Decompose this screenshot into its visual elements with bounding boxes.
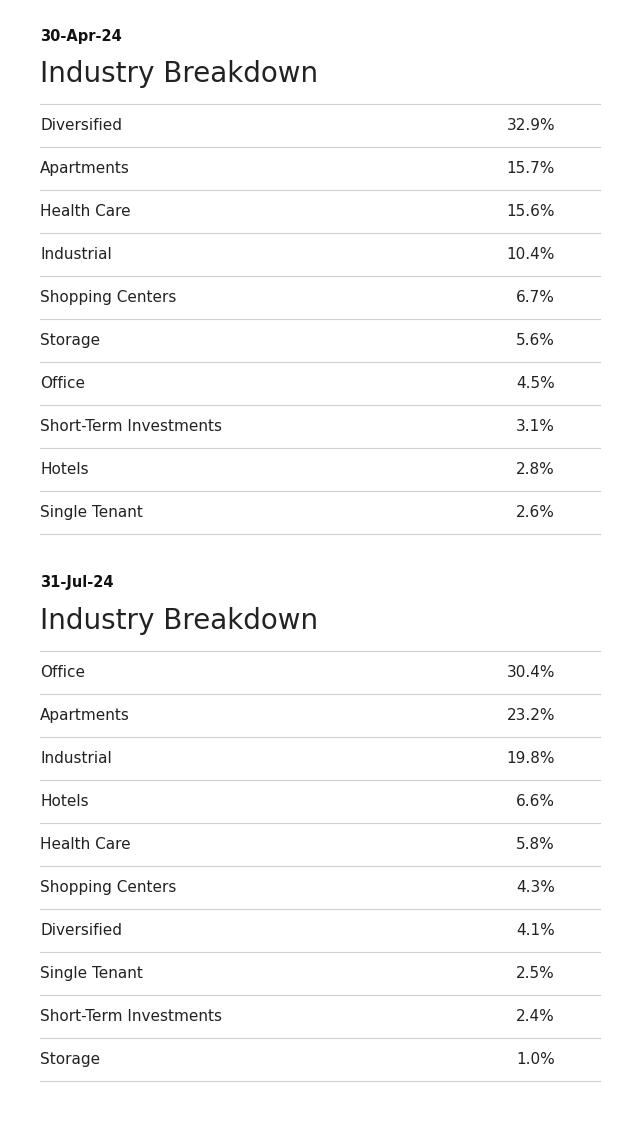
Text: Office: Office <box>40 376 85 391</box>
Text: 4.1%: 4.1% <box>516 923 555 938</box>
Text: Storage: Storage <box>40 333 100 348</box>
Text: Office: Office <box>40 665 85 680</box>
Text: 3.1%: 3.1% <box>516 419 555 434</box>
Text: 2.6%: 2.6% <box>516 504 555 520</box>
Text: 2.8%: 2.8% <box>516 462 555 477</box>
Text: 32.9%: 32.9% <box>506 118 555 133</box>
Text: Short-Term Investments: Short-Term Investments <box>40 419 222 434</box>
Text: Single Tenant: Single Tenant <box>40 966 143 981</box>
Text: Health Care: Health Care <box>40 204 131 218</box>
Text: Hotels: Hotels <box>40 462 88 477</box>
Text: 2.5%: 2.5% <box>516 966 555 981</box>
Text: 4.3%: 4.3% <box>516 881 555 895</box>
Text: Health Care: Health Care <box>40 837 131 852</box>
Text: Apartments: Apartments <box>40 161 130 176</box>
Text: 6.7%: 6.7% <box>516 291 555 305</box>
Text: 30.4%: 30.4% <box>506 665 555 680</box>
Text: Hotels: Hotels <box>40 794 88 808</box>
Text: 6.6%: 6.6% <box>516 794 555 808</box>
Text: 2.4%: 2.4% <box>516 1009 555 1024</box>
Text: 19.8%: 19.8% <box>506 751 555 766</box>
Text: 23.2%: 23.2% <box>506 708 555 723</box>
Text: Apartments: Apartments <box>40 708 130 723</box>
Text: Shopping Centers: Shopping Centers <box>40 291 177 305</box>
Text: 31-Jul-24: 31-Jul-24 <box>40 575 113 590</box>
Text: 15.6%: 15.6% <box>506 204 555 218</box>
Text: Industry Breakdown: Industry Breakdown <box>40 60 318 88</box>
Text: 4.5%: 4.5% <box>516 376 555 391</box>
Text: Shopping Centers: Shopping Centers <box>40 881 177 895</box>
Text: 30-Apr-24: 30-Apr-24 <box>40 28 122 44</box>
Text: 10.4%: 10.4% <box>507 247 555 262</box>
Text: Diversified: Diversified <box>40 118 122 133</box>
Text: 15.7%: 15.7% <box>507 161 555 176</box>
Text: Storage: Storage <box>40 1052 100 1067</box>
Text: 1.0%: 1.0% <box>516 1052 555 1067</box>
Text: Industrial: Industrial <box>40 247 112 262</box>
Text: Diversified: Diversified <box>40 923 122 938</box>
Text: Short-Term Investments: Short-Term Investments <box>40 1009 222 1024</box>
Text: 5.6%: 5.6% <box>516 333 555 348</box>
Text: Industry Breakdown: Industry Breakdown <box>40 607 318 635</box>
Text: Single Tenant: Single Tenant <box>40 504 143 520</box>
Text: Industrial: Industrial <box>40 751 112 766</box>
Text: 5.8%: 5.8% <box>516 837 555 852</box>
